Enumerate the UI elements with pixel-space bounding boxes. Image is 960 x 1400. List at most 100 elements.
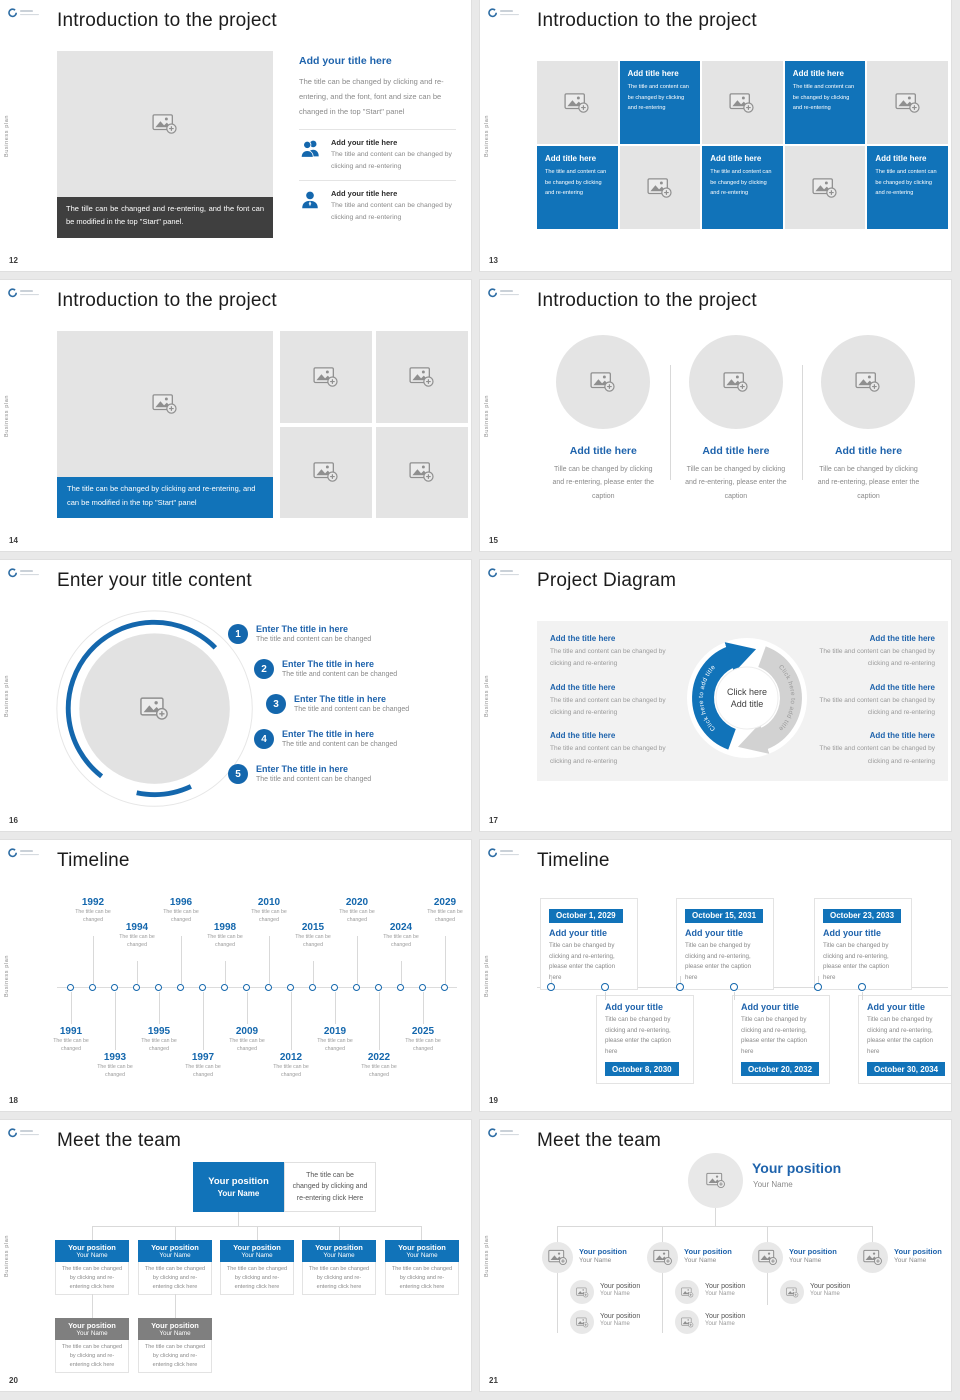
brand-logo-icon: [8, 1126, 48, 1140]
avatar: [780, 1280, 804, 1304]
member-caption: The title can be changed by clicking and…: [302, 1262, 376, 1296]
item-title: Add your title here: [331, 138, 398, 147]
timeline-entry: 1998 The title can be changed: [203, 840, 247, 1111]
timeline-dot: [243, 984, 251, 991]
timeline-caption: The title can be changed: [141, 1038, 177, 1052]
timeline-entry: 1995 The title can be changed: [137, 840, 181, 1111]
slide-title: Introduction to the project: [57, 10, 277, 31]
image-placeholder-icon: [681, 1317, 694, 1328]
slide-18-thumbnail[interactable]: Business plan Timeline 1991 The title can…: [0, 840, 471, 1111]
card-title: Add title here: [702, 445, 770, 457]
member-caption: The title can be changed by clicking and…: [55, 1262, 129, 1296]
timeline-caption: The title can be changed: [207, 934, 243, 948]
org-member-box: Your position Your Name The title can be …: [220, 1240, 294, 1296]
number-badge: 4: [254, 729, 274, 749]
cell-text: The title and content can be changed by …: [627, 84, 689, 112]
position-label: Your position: [600, 1283, 641, 1290]
timeline-entry: 2019 The title can be changed: [313, 840, 357, 1111]
org-member: Your position Your Name: [600, 1283, 640, 1297]
timeline-dot: [67, 984, 75, 991]
name-label: Your Name: [705, 1291, 735, 1297]
timeline-entry: 2012 The title can be changed: [269, 840, 313, 1111]
connector-line: [557, 1273, 558, 1333]
timeline: 1991 The title can be changed 1992 The tit…: [53, 840, 462, 1111]
connector-line: [605, 992, 606, 1000]
list-item: Add the title here The title and content …: [550, 731, 670, 768]
slide-14-thumbnail[interactable]: Business plan Introduction to the projec…: [0, 280, 471, 551]
image-placeholder: [702, 61, 783, 144]
connector-line: [551, 976, 552, 984]
slide-20-thumbnail[interactable]: Business plan Meet the team Your positio…: [0, 1120, 471, 1391]
image-placeholder: [556, 335, 651, 429]
timeline-card: October 1, 2029 Add your title Title can…: [540, 898, 638, 991]
date-badge: October 30, 2034: [867, 1062, 946, 1077]
timeline-dot: [676, 983, 684, 991]
timeline-year: 2012: [279, 1052, 303, 1063]
cell-text: The title and content can be changed by …: [710, 169, 772, 197]
image-placeholder-icon: [576, 1317, 589, 1328]
person-icon: [299, 189, 321, 211]
image-placeholder-icon: [152, 393, 178, 415]
timeline-entry: 2024 The title can be changed: [379, 840, 423, 1111]
note-box: The title can be changed by clicking and…: [284, 1162, 376, 1212]
slide-21-thumbnail[interactable]: Business plan Meet the team Your positio…: [480, 1120, 951, 1391]
page-number: 19: [489, 1096, 498, 1105]
list-item: Add your title here The title and conten…: [299, 180, 456, 223]
slide-13-thumbnail[interactable]: Business plan Introduction to the projec…: [480, 0, 951, 271]
slide-12-thumbnail[interactable]: Business plan Introduction to the projec…: [0, 0, 471, 271]
position-label: Your position: [684, 1247, 732, 1256]
connector-line: [862, 992, 863, 1000]
connector-line: [159, 992, 160, 1024]
timeline-caption: The title can be changed: [339, 909, 375, 923]
checkerboard-grid: Add title here The title and content can …: [537, 61, 948, 229]
position-label: Your position: [68, 1243, 116, 1252]
avatar: [688, 1153, 743, 1208]
brand-logo-icon: [8, 6, 48, 20]
slide-title: Introduction to the project: [57, 290, 277, 311]
connector-line: [71, 992, 72, 1024]
timeline: October 1, 2029 Add your title Title can…: [537, 840, 951, 1111]
timeline-entry: 1992 The title can be changed: [71, 840, 115, 1111]
slide-19-thumbnail[interactable]: Business plan Timeline October 1, 2029 A…: [480, 840, 951, 1111]
timeline-dot: [287, 984, 295, 991]
timeline-caption: The title can be changed: [185, 1064, 221, 1078]
blue-cycle-arrow: [692, 642, 757, 750]
grid-text-cell: Add title here The title and content can …: [702, 146, 783, 229]
timeline-year: 2022: [367, 1052, 391, 1063]
card: Add title here Tille can be changed by c…: [670, 335, 803, 503]
item-title: Add the title here: [869, 682, 935, 692]
item-title: Enter The title in here: [282, 659, 375, 669]
timeline-dot: [199, 984, 207, 991]
timeline-year: 1997: [191, 1052, 215, 1063]
org-member: Your position Your Name: [810, 1283, 850, 1297]
item-title: Enter The title in here: [256, 624, 349, 634]
image-placeholder-icon: [706, 1172, 726, 1189]
number-badge: 5: [228, 764, 248, 784]
connector-line: [379, 992, 380, 1050]
page-number: 20: [9, 1376, 18, 1385]
timeline-dot: [331, 984, 339, 991]
grid-text-cell: Add title here The title and content can …: [867, 146, 948, 229]
timeline-year: 1998: [213, 922, 237, 933]
cell-text: The title and content can be changed by …: [792, 84, 855, 112]
image-placeholder-icon: [855, 371, 881, 393]
image-placeholder: [784, 146, 866, 229]
slide-17-thumbnail[interactable]: Business plan Project Diagram Add the ti…: [480, 560, 951, 831]
image-placeholder-icon: [576, 1287, 589, 1298]
item-text: The title and content can be changed: [282, 671, 398, 678]
center-title-line2: Add title: [731, 699, 764, 709]
image-placeholder-icon: [863, 1249, 883, 1266]
list-item: 3 Enter The title in here The title and c…: [266, 694, 460, 714]
sidebar-vertical-label: Business plan: [484, 954, 490, 997]
slide-16-thumbnail[interactable]: Business plan Enter your title content 1…: [0, 560, 471, 831]
connector-line: [175, 1294, 176, 1318]
timeline-card: October 15, 2031 Add your title Title ca…: [676, 898, 774, 991]
timeline-dot: [133, 984, 141, 991]
slide-15-thumbnail[interactable]: Business plan Introduction to the projec…: [480, 280, 951, 551]
position-label: Your position: [894, 1247, 942, 1256]
timeline-year: 2010: [257, 897, 281, 908]
number-badge: 2: [254, 659, 274, 679]
org-member: Your position Your Name: [600, 1313, 640, 1327]
timeline-entry: 2009 The title can be changed: [225, 840, 269, 1111]
member-caption: The title can be changed by clicking and…: [138, 1340, 212, 1374]
